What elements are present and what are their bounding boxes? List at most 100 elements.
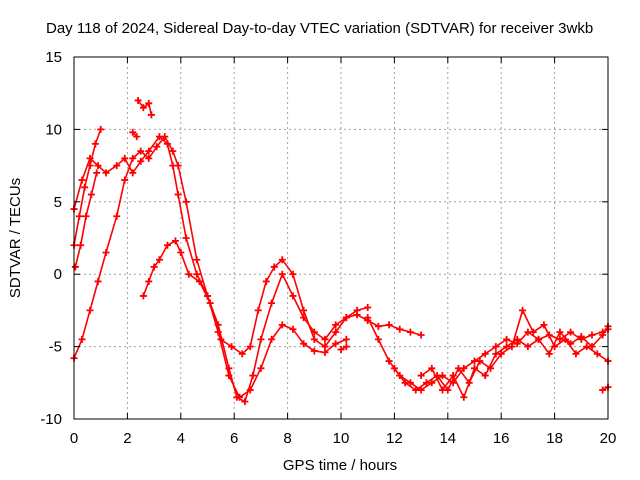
y-tick-label: 15: [45, 49, 62, 66]
data-point-marker: [278, 256, 286, 264]
data-point-marker: [385, 321, 393, 329]
data-point-marker: [310, 335, 318, 343]
data-point-marker: [572, 350, 580, 358]
data-point-marker: [519, 306, 527, 314]
data-point-marker: [401, 379, 409, 387]
data-point-marker: [342, 314, 350, 322]
x-tick-label: 20: [600, 430, 617, 447]
data-point-marker: [476, 357, 484, 365]
x-axis-label: GPS time / hours: [283, 457, 397, 474]
data-point-marker: [185, 270, 193, 278]
axis-ticks: [73, 56, 609, 420]
data-point-marker: [300, 340, 308, 348]
series-track-6: [417, 322, 612, 401]
data-point-marker: [428, 364, 436, 372]
data-point-marker: [113, 162, 121, 170]
data-point-marker: [396, 325, 404, 333]
data-point-marker: [300, 306, 308, 314]
data-point-marker: [342, 335, 350, 343]
data-point-marker: [87, 191, 95, 199]
data-point-marker: [71, 263, 79, 271]
data-point-marker: [193, 270, 201, 278]
data-point-marker: [321, 343, 329, 351]
data-point-marker: [270, 263, 278, 271]
data-point-marker: [513, 335, 521, 343]
x-tick-label: 2: [123, 430, 131, 447]
data-point-marker: [225, 372, 233, 380]
data-point-marker: [332, 328, 340, 336]
y-tick-label: 5: [54, 194, 62, 211]
data-point-marker: [139, 292, 147, 300]
data-point-marker: [137, 157, 145, 165]
data-point-marker: [228, 343, 236, 351]
data-point-marker: [438, 386, 446, 394]
data-point-marker: [481, 372, 489, 380]
data-point-marker: [241, 398, 249, 406]
y-tick-label: -10: [40, 411, 62, 428]
x-tick-label: 6: [230, 430, 238, 447]
plot-series: [70, 96, 612, 406]
x-tick-label: 10: [333, 430, 350, 447]
data-point-marker: [206, 299, 214, 307]
data-point-marker: [163, 241, 171, 249]
chart-title: Day 118 of 2024, Sidereal Day-to-day VTE…: [46, 20, 593, 37]
x-tick-label: 0: [70, 430, 78, 447]
data-point-marker: [78, 176, 86, 184]
series-fragment-1: [134, 96, 155, 119]
y-tick-label: 10: [45, 121, 62, 138]
data-point-marker: [174, 191, 182, 199]
data-point-marker: [102, 248, 110, 256]
data-point-marker: [492, 350, 500, 358]
data-point-marker: [364, 304, 372, 312]
data-point-marker: [257, 364, 265, 372]
data-point-marker: [278, 270, 286, 278]
data-point-marker: [529, 328, 537, 336]
data-point-marker: [540, 321, 548, 329]
x-tick-label: 14: [439, 430, 456, 447]
x-tick-label: 16: [493, 430, 510, 447]
data-point-marker: [161, 133, 169, 141]
data-point-marker: [449, 372, 457, 380]
data-point-marker: [78, 335, 86, 343]
data-point-marker: [82, 212, 90, 220]
data-point-marker: [145, 154, 153, 162]
data-point-marker: [129, 154, 137, 162]
data-point-marker: [129, 169, 137, 177]
data-point-marker: [257, 335, 265, 343]
data-point-marker: [385, 357, 393, 365]
data-point-marker: [97, 125, 105, 133]
data-point-marker: [155, 256, 163, 264]
data-point-marker: [150, 263, 158, 271]
data-point-marker: [249, 372, 257, 380]
data-point-marker: [246, 386, 254, 394]
data-point-marker: [77, 241, 85, 249]
data-point-marker: [268, 335, 276, 343]
data-point-marker: [86, 306, 94, 314]
series-line: [73, 128, 102, 246]
data-point-marker: [145, 99, 153, 107]
data-point-marker: [588, 331, 596, 339]
series-track-3: [139, 237, 425, 358]
y-tick-label: 0: [54, 266, 62, 283]
data-point-marker: [121, 176, 129, 184]
data-point-marker: [417, 372, 425, 380]
data-point-marker: [91, 140, 99, 148]
data-point-marker: [182, 198, 190, 206]
data-point-marker: [289, 270, 297, 278]
data-point-marker: [556, 328, 564, 336]
grid: [74, 57, 608, 419]
data-point-marker: [374, 322, 382, 330]
data-point-marker: [481, 350, 489, 358]
data-point-marker: [406, 328, 414, 336]
data-point-marker: [217, 335, 225, 343]
data-point-marker: [321, 335, 329, 343]
data-point-marker: [278, 321, 286, 329]
series-track-8: [71, 169, 101, 271]
data-point-marker: [374, 335, 382, 343]
data-point-marker: [492, 343, 500, 351]
x-tick-label: 18: [546, 430, 563, 447]
series-fragment-3: [599, 383, 612, 394]
data-point-marker: [268, 299, 276, 307]
data-point-marker: [102, 169, 110, 177]
